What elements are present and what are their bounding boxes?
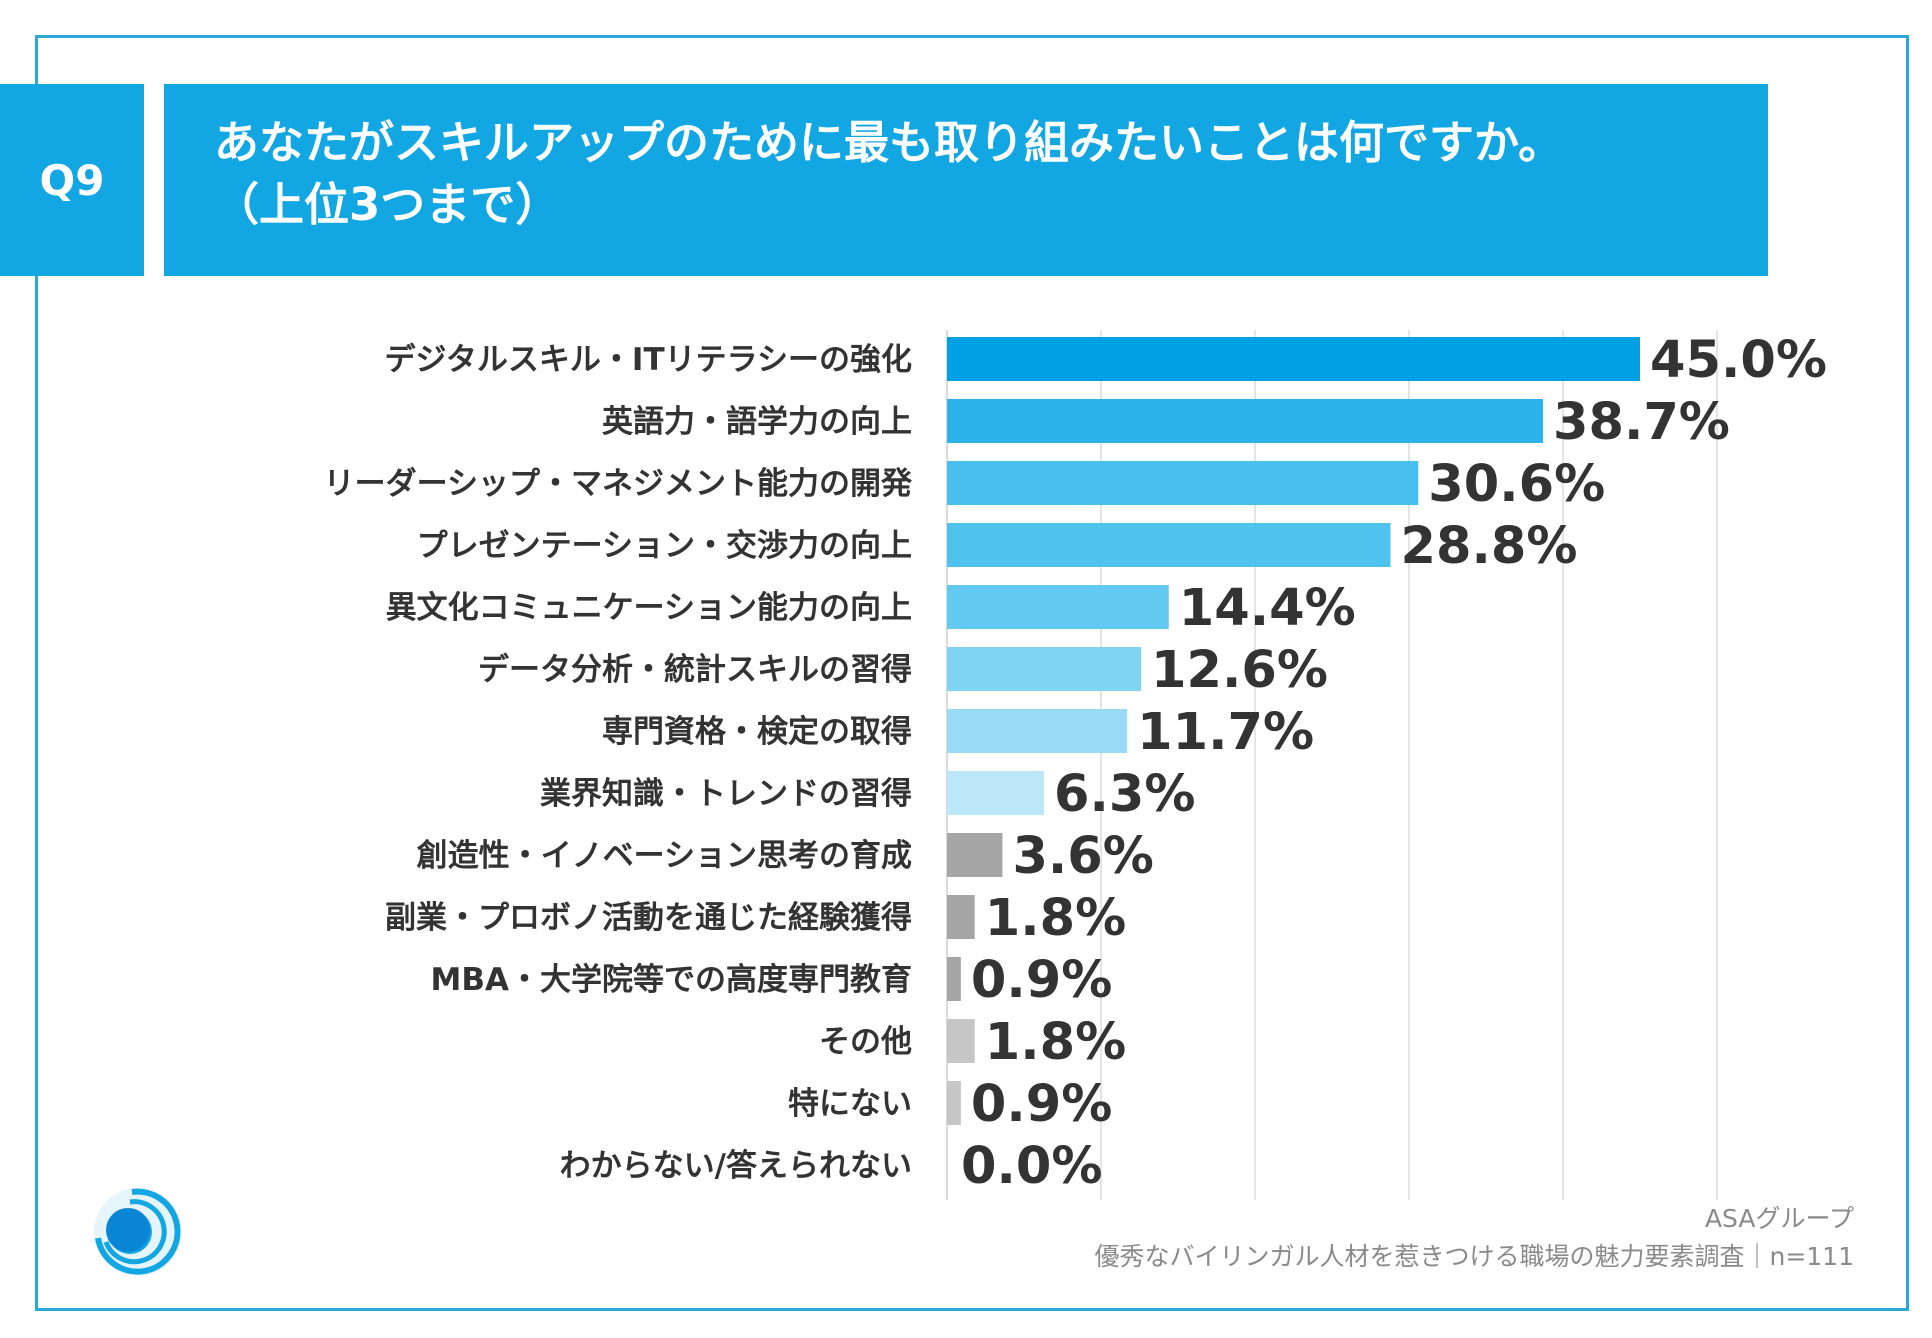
value-label: 45.0%	[1650, 331, 1827, 390]
value-label: 1.8%	[985, 1013, 1126, 1072]
question-number: Q9	[39, 155, 105, 205]
category-label: 創造性・イノベーション思考の育成	[417, 838, 912, 874]
question-text-line2: （上位3つまで）	[214, 178, 561, 231]
value-label: 0.9%	[971, 951, 1112, 1010]
category-label: プレゼンテーション・交渉力の向上	[417, 528, 912, 564]
value-label: 1.8%	[985, 889, 1126, 948]
company-logo-icon	[94, 1188, 182, 1276]
category-label: 副業・プロボノ活動を通じた経験獲得	[385, 900, 912, 936]
bar	[947, 399, 1543, 443]
value-label: 6.3%	[1054, 765, 1195, 824]
bar	[947, 647, 1142, 691]
value-label: 3.6%	[1012, 827, 1153, 886]
bar-chart: デジタルスキル・ITリテラシーの強化 45.0% 英語力・語学力の向上 38.7% リー…	[324, 330, 1827, 1200]
chart-footer: ASAグループ 優秀なバイリンガル人材を惹きつける職場の魅力要素調査｜n=111	[1094, 1200, 1854, 1276]
chart-frame	[35, 35, 1909, 1311]
bar	[947, 523, 1391, 567]
category-label: データ分析・統計スキルの習得	[478, 652, 912, 688]
bar	[947, 709, 1128, 753]
survey-label: 優秀なバイリンガル人材を惹きつける職場の魅力要素調査｜n=111	[1094, 1242, 1854, 1271]
category-label: 業界知識・トレンドの習得	[540, 776, 912, 812]
value-label: 12.6%	[1151, 641, 1328, 700]
bar	[947, 337, 1640, 381]
category-label: 英語力・語学力の向上	[602, 404, 912, 440]
question-text-line1: あなたがスキルアップのために最も取り組みたいことは何ですか。	[214, 116, 1564, 169]
bar	[947, 461, 1419, 505]
bar	[947, 1081, 961, 1125]
value-label: 38.7%	[1553, 393, 1730, 452]
bar	[947, 1019, 975, 1063]
value-label: 28.8%	[1401, 517, 1578, 576]
value-label: 0.0%	[961, 1137, 1102, 1196]
value-label: 14.4%	[1179, 579, 1356, 638]
value-label: 0.9%	[971, 1075, 1112, 1134]
category-label: わからない/答えられない	[560, 1148, 912, 1184]
category-label: 特にない	[788, 1086, 912, 1122]
category-label: 専門資格・検定の取得	[602, 714, 912, 750]
bar	[947, 833, 1003, 877]
question-banner: あなたがスキルアップのために最も取り組みたいことは何ですか。 （上位3つまで）	[164, 84, 1768, 276]
bar	[947, 895, 975, 939]
question-badge: Q9	[0, 84, 144, 276]
bar	[947, 771, 1045, 815]
category-label: リーダーシップ・マネジメント能力の開発	[324, 466, 913, 502]
bar	[947, 957, 961, 1001]
bar	[947, 585, 1169, 629]
category-label: MBA・大学院等での高度専門教育	[431, 962, 912, 998]
value-label: 11.7%	[1137, 703, 1314, 762]
category-label: その他	[819, 1024, 912, 1060]
category-label: 異文化コミュニケーション能力の向上	[386, 590, 912, 626]
source-label: ASAグループ	[1704, 1204, 1854, 1233]
category-label: デジタルスキル・ITリテラシーの強化	[385, 342, 912, 378]
value-label: 30.6%	[1428, 455, 1605, 514]
